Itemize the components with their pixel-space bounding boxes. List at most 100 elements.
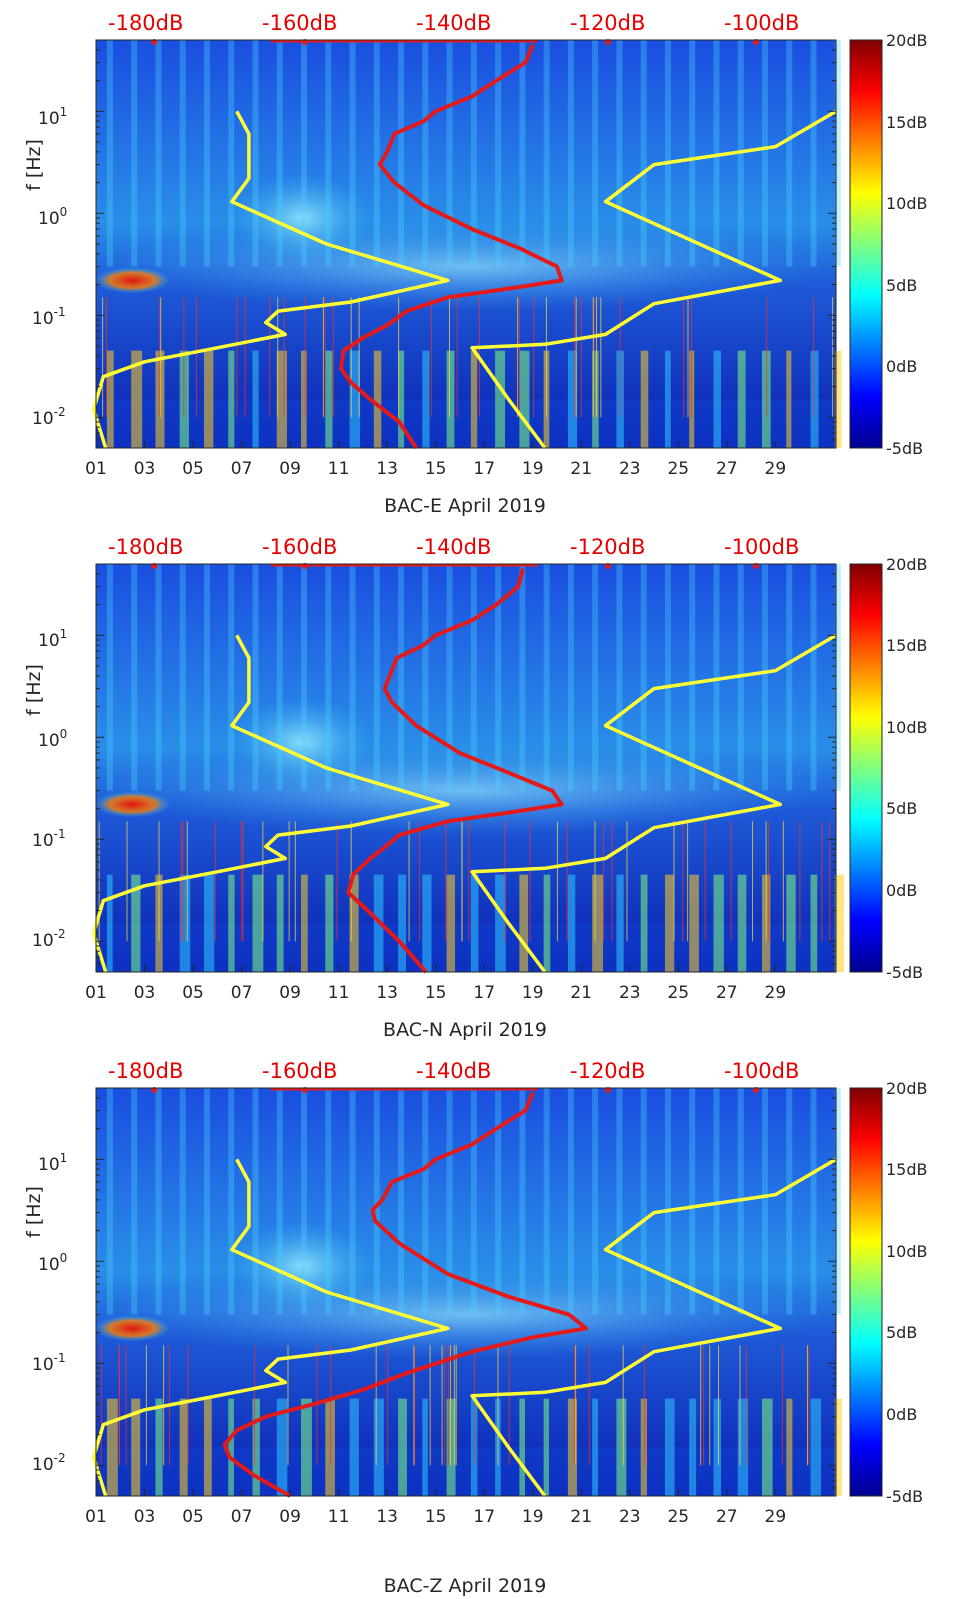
daily-noise-stripe	[519, 40, 526, 267]
daily-noise-stripe	[810, 564, 817, 791]
daily-noise-stripe	[689, 564, 696, 791]
low-freq-stripe	[203, 350, 214, 448]
x-tick-label: 29	[765, 983, 787, 1003]
low-freq-stripe	[786, 1398, 793, 1496]
y-tick-labels: 101 100 10-1 10-2	[32, 627, 67, 951]
x-tick-label: 29	[765, 1507, 787, 1527]
noise-model-curve-1	[91, 1158, 450, 1497]
low-freq-stripe	[470, 350, 478, 448]
low-freq-stripe	[762, 1398, 773, 1496]
spectrogram-heatmap	[94, 564, 845, 972]
daily-noise-stripe	[543, 564, 550, 791]
db-label: -160dB	[262, 1059, 337, 1083]
low-freq-stripe	[640, 350, 649, 448]
daily-noise-stripe	[810, 40, 817, 267]
low-freq-stripe	[301, 874, 308, 972]
low-freq-stripe	[689, 1398, 697, 1496]
daily-noise-stripe	[689, 40, 696, 267]
colorbar-label: 0dB	[886, 881, 917, 900]
colorbar-label: 15dB	[886, 113, 928, 132]
daily-noise-stripe	[106, 1088, 113, 1315]
low-freq-stripe	[398, 874, 407, 972]
daily-noise-stripe	[640, 564, 647, 791]
y-axis-label: f [Hz]	[23, 1186, 45, 1238]
low-freq-stripe	[373, 1398, 384, 1496]
daily-noise-stripe	[495, 1088, 502, 1315]
low-freq-stripe	[495, 350, 506, 448]
low-freq-stripe	[664, 1398, 675, 1496]
daily-noise-stripe	[398, 564, 405, 791]
spectrogram-heatmap	[94, 1088, 842, 1496]
low-freq-stripe	[203, 874, 215, 972]
median-psd-curve	[222, 1091, 589, 1498]
low-freq-stripe	[252, 350, 259, 448]
low-freq-stripe	[228, 350, 235, 448]
colorbar-label: -5dB	[886, 1487, 923, 1506]
daily-noise-stripe	[470, 564, 477, 791]
panel-bac-e: -180dB -160dB -140dB -120dB -100dB BAC-E…	[23, 11, 928, 517]
daily-noise-stripe	[276, 564, 283, 791]
daily-noise-stripe	[470, 40, 477, 267]
x-tick-label: 13	[376, 983, 398, 1003]
daily-noise-stripe	[203, 564, 210, 791]
high-energy-patch	[94, 267, 171, 294]
low-freq-stripe	[252, 874, 264, 972]
low-freq-stripe	[737, 350, 746, 448]
x-tick-label: 21	[570, 983, 592, 1003]
colorbar-label: 15dB	[886, 636, 928, 655]
low-freq-stripe	[155, 1398, 163, 1496]
daily-noise-stripe	[567, 1088, 574, 1315]
daily-noise-stripe	[616, 564, 623, 791]
x-axis-label: BAC-Z April 2019	[384, 1575, 547, 1597]
colorbar-label: 15dB	[886, 1160, 928, 1179]
daily-noise-stripe	[203, 40, 210, 267]
daily-noise-stripe	[325, 40, 332, 267]
x-tick-label: 03	[134, 1507, 156, 1527]
low-freq-stripe	[543, 874, 551, 972]
y-tick-label: 10-2	[32, 1451, 66, 1475]
x-tick-label: 15	[425, 459, 447, 479]
low-frequency-band	[96, 923, 836, 972]
x-tick-label: 15	[425, 1507, 447, 1527]
colorbar-label: 0dB	[886, 1405, 917, 1424]
low-freq-stripe	[810, 874, 818, 972]
x-tick-labels: 01 03 05 07 09 11 13 15 17 19 21 23 25 27 29	[85, 983, 786, 1003]
daily-noise-stripe	[810, 1088, 817, 1315]
daily-noise-stripe	[592, 564, 599, 791]
db-label: -160dB	[262, 11, 337, 35]
low-freq-stripe	[398, 350, 405, 448]
panel-bac-z: -180dB -160dB -140dB -120dB -100dB BAC-Z…	[23, 1059, 928, 1597]
low-freq-stripe	[422, 1398, 428, 1496]
low-frequency-band	[96, 399, 836, 448]
daily-noise-stripe	[373, 1088, 380, 1315]
low-freq-stripe	[567, 350, 578, 448]
db-label: -180dB	[108, 1059, 183, 1083]
x-tick-label: 15	[425, 983, 447, 1003]
daily-noise-stripe	[567, 40, 574, 267]
x-tick-label: 11	[328, 983, 350, 1003]
low-freq-stripe	[252, 1398, 260, 1496]
low-freq-stripe	[276, 874, 284, 972]
x-tick-label: 23	[619, 1507, 641, 1527]
daily-noise-stripe	[252, 40, 259, 267]
low-freq-stripe	[713, 874, 724, 972]
low-freq-stripe	[592, 350, 599, 448]
low-freq-stripe	[373, 350, 382, 448]
db-label: -120dB	[570, 535, 645, 559]
daily-noise-stripe	[762, 1088, 768, 1315]
low-freq-stripe	[543, 1398, 549, 1496]
colorbar: 20dB 15dB 10dB 5dB 0dB -5dB	[849, 1079, 928, 1506]
x-tick-label: 17	[473, 1507, 495, 1527]
low-freq-stripe	[664, 350, 671, 448]
low-freq-stripe	[592, 1398, 598, 1496]
x-tick-label: 13	[376, 459, 398, 479]
daily-noise-stripe	[834, 40, 841, 267]
low-freq-stripe	[834, 1398, 842, 1496]
daily-noise-stripe	[543, 1088, 550, 1315]
db-label: -100dB	[724, 535, 799, 559]
x-tick-label: 17	[473, 459, 495, 479]
low-freq-stripe	[131, 1398, 141, 1496]
daily-noise-stripe	[446, 564, 453, 791]
x-tick-label: 27	[716, 459, 738, 479]
x-tick-labels: 01 03 05 07 09 11 13 15 17 19 21 23 25 27 29	[85, 459, 786, 479]
